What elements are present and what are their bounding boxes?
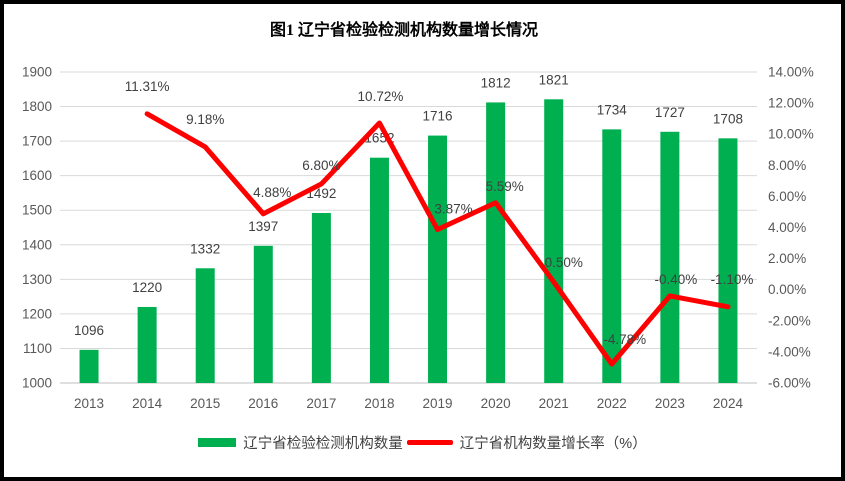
line-value-label: 0.50% [545,255,583,270]
legend-label-line-series: 辽宁省机构数量增长率（%） [459,436,647,452]
right-axis-tick-label: 12.00% [768,96,814,111]
category-label: 2017 [306,396,336,411]
right-axis-tick-label: 10.00% [768,127,814,142]
right-axis-tick-label: -6.00% [768,376,811,391]
bar-value-label: 1096 [74,323,104,338]
left-axis-tick-label: 1200 [22,306,52,321]
bar [79,349,99,383]
line-series-swatch-icon [406,440,453,445]
line-value-label: 4.88% [253,185,291,200]
left-axis-tick-label: 1000 [22,376,52,391]
category-label: 2024 [713,396,744,411]
left-axis-tick-label: 1600 [22,168,52,183]
legend-label-bar-series: 辽宁省检验检测机构数量 [243,436,403,452]
category-label: 2021 [539,396,569,411]
left-axis-tick-label: 1400 [22,237,52,252]
bar-value-label: 1716 [423,109,453,124]
right-axis-tick-label: 6.00% [768,189,806,204]
right-axis-tick-label: 0.00% [768,282,806,297]
right-axis-tick-label: -4.00% [768,344,811,359]
bar-value-label: 1734 [597,102,628,117]
right-axis-tick-label: 2.00% [768,251,806,266]
line-value-label: -0.40% [654,272,697,287]
legend-item-bar-series: 辽宁省检验检测机构数量 [198,432,403,453]
line-value-label: -4.78% [603,332,646,347]
legend-item-line-series: 辽宁省机构数量增长率（%） [406,432,647,453]
bar [428,135,448,383]
right-axis-tick-label: -2.00% [768,313,811,328]
left-axis-tick-label: 1700 [22,134,52,149]
left-axis-tick-label: 1100 [23,341,52,356]
line-value-label: 5.59% [485,179,523,194]
line-value-label: 6.80% [302,158,340,173]
category-label: 2013 [74,396,104,411]
legend: 辽宁省检验检测机构数量 辽宁省机构数量增长率（%） [4,432,841,453]
bar [486,102,506,384]
bar [544,99,564,383]
bar [718,138,738,383]
left-axis-tick-label: 1500 [22,203,52,218]
left-axis-tick-label: 1800 [22,99,52,114]
right-axis-tick-label: 14.00% [768,65,814,80]
category-label: 2020 [481,396,511,411]
bar [195,268,215,383]
bar-value-label: 1397 [248,219,278,234]
category-label: 2022 [597,396,627,411]
line-value-label: 3.87% [434,202,472,217]
right-axis-tick-label: 8.00% [768,158,806,173]
line-value-label: -1.10% [711,272,754,287]
bar-value-label: 1220 [132,280,162,295]
growth-line [144,111,731,367]
bar [137,306,157,383]
category-label: 2016 [248,396,278,411]
bar-value-label: 1708 [713,111,743,126]
bar [253,245,273,383]
category-label: 2023 [655,396,685,411]
left-axis-tick-label: 1900 [22,65,52,80]
category-label: 2019 [423,396,453,411]
chart-title: 图1 辽宁省检验检测机构数量增长情况 [269,22,538,39]
line-value-label: 9.18% [186,112,224,127]
bar-value-label: 1821 [539,72,569,87]
bar [602,129,622,383]
category-label: 2015 [190,396,220,411]
bar-value-label: 1727 [655,105,685,120]
right-axis-tick-label: 4.00% [768,220,806,235]
bar-value-label: 1812 [481,75,511,90]
bar [660,131,680,383]
bar [311,212,331,383]
line-value-label: 10.72% [358,89,404,104]
bar [369,157,389,383]
category-label: 2014 [132,396,163,411]
category-label: 2018 [364,396,394,411]
left-axis-tick-label: 1300 [22,272,52,287]
bar-value-label: 1332 [190,241,220,256]
bar-series-swatch-icon [198,438,237,447]
line-value-label: 11.31% [125,79,170,94]
